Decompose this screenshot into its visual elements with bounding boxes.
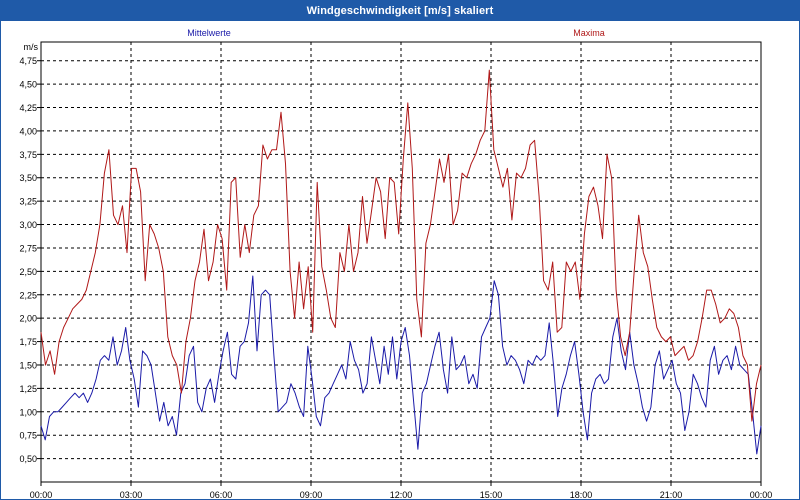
- x-tick-time-label: 15:00: [480, 490, 503, 499]
- y-tick-label: 1,75: [19, 337, 37, 347]
- y-tick-label: 2,00: [19, 314, 37, 324]
- y-tick-label: 1,00: [19, 407, 37, 417]
- y-tick-label: 1,50: [19, 360, 37, 370]
- y-tick-label: 2,50: [19, 267, 37, 277]
- x-tick-time-label: 06:00: [210, 490, 233, 499]
- x-tick-time-label: 12:00: [390, 490, 413, 499]
- y-tick-label: 3,50: [19, 173, 37, 183]
- series-line-mittelwerte: [40, 275, 762, 455]
- series-lines: [40, 69, 762, 455]
- y-tick-label: 2,75: [19, 243, 37, 253]
- y-axis-ticks: 0,50 0,75 1,00 1,25 1,50 1,75 2,00 2,25 2,50 2,75…: [19, 56, 41, 464]
- x-tick-time-label: 18:00: [570, 490, 593, 499]
- y-tick-label: 1,25: [19, 384, 37, 394]
- grid-lines: [41, 42, 761, 482]
- y-tick-label: 4,25: [19, 103, 37, 113]
- x-axis-ticks: 00:0019.07.2403:0019.07.2406:0019.07.240…: [30, 482, 773, 499]
- y-tick-label: 3,75: [19, 150, 37, 160]
- y-tick-label: 3,25: [19, 197, 37, 207]
- x-tick-time-label: 09:00: [300, 490, 323, 499]
- window-title: Windgeschwindigkeit [m/s] skaliert: [1, 1, 799, 21]
- series-line-maxima: [40, 69, 762, 422]
- y-tick-label: 3,00: [19, 220, 37, 230]
- wind-speed-chart: m/s Mittelwerte Maxima 0,50 0,75 1,00 1,25 1…: [19, 28, 773, 499]
- legend-mittelwerte: Mittelwerte: [187, 28, 231, 38]
- x-tick-time-label: 00:00: [30, 490, 53, 499]
- y-tick-label: 0,75: [19, 431, 37, 441]
- x-tick-time-label: 00:00: [750, 490, 773, 499]
- legend-maxima: Maxima: [573, 28, 605, 38]
- y-tick-label: 0,50: [19, 454, 37, 464]
- y-tick-label: 4,50: [19, 80, 37, 90]
- y-tick-label: 2,25: [19, 290, 37, 300]
- x-tick-time-label: 03:00: [120, 490, 143, 499]
- y-tick-label: 4,75: [19, 56, 37, 66]
- x-tick-time-label: 21:00: [660, 490, 683, 499]
- y-tick-label: 4,00: [19, 126, 37, 136]
- y-axis-unit: m/s: [24, 42, 39, 52]
